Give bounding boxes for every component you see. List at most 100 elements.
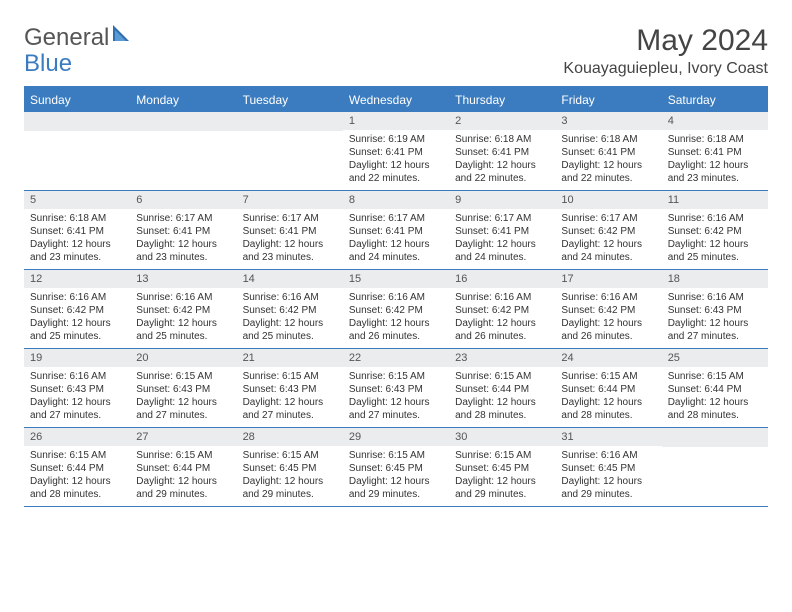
day-cell: 10Sunrise: 6:17 AMSunset: 6:42 PMDayligh… bbox=[555, 191, 661, 269]
day-cell: 3Sunrise: 6:18 AMSunset: 6:41 PMDaylight… bbox=[555, 112, 661, 190]
sunrise-text: Sunrise: 6:16 AM bbox=[30, 291, 124, 304]
daylight-text: Daylight: 12 hours bbox=[455, 317, 549, 330]
sunset-text: Sunset: 6:44 PM bbox=[455, 383, 549, 396]
day-cell: 8Sunrise: 6:17 AMSunset: 6:41 PMDaylight… bbox=[343, 191, 449, 269]
day-cell: 2Sunrise: 6:18 AMSunset: 6:41 PMDaylight… bbox=[449, 112, 555, 190]
daylight-text: and 27 minutes. bbox=[668, 330, 762, 343]
day-body: Sunrise: 6:16 AMSunset: 6:42 PMDaylight:… bbox=[343, 288, 449, 347]
day-number: . bbox=[24, 112, 130, 131]
daylight-text: Daylight: 12 hours bbox=[349, 396, 443, 409]
day-body: Sunrise: 6:18 AMSunset: 6:41 PMDaylight:… bbox=[555, 130, 661, 189]
daylight-text: Daylight: 12 hours bbox=[455, 475, 549, 488]
day-number: 26 bbox=[24, 428, 130, 446]
sunset-text: Sunset: 6:41 PM bbox=[455, 146, 549, 159]
day-body: Sunrise: 6:16 AMSunset: 6:43 PMDaylight:… bbox=[662, 288, 768, 347]
daylight-text: Daylight: 12 hours bbox=[30, 317, 124, 330]
daylight-text: and 26 minutes. bbox=[561, 330, 655, 343]
sunrise-text: Sunrise: 6:16 AM bbox=[136, 291, 230, 304]
calendar: Sunday Monday Tuesday Wednesday Thursday… bbox=[24, 86, 768, 507]
sunrise-text: Sunrise: 6:18 AM bbox=[561, 133, 655, 146]
day-body: Sunrise: 6:15 AMSunset: 6:45 PMDaylight:… bbox=[449, 446, 555, 505]
daylight-text: and 23 minutes. bbox=[668, 172, 762, 185]
day-body: Sunrise: 6:15 AMSunset: 6:43 PMDaylight:… bbox=[237, 367, 343, 426]
daylight-text: and 28 minutes. bbox=[30, 488, 124, 501]
daylight-text: and 22 minutes. bbox=[349, 172, 443, 185]
daylight-text: and 23 minutes. bbox=[30, 251, 124, 264]
day-cell: 28Sunrise: 6:15 AMSunset: 6:45 PMDayligh… bbox=[237, 428, 343, 506]
dow-wednesday: Wednesday bbox=[343, 88, 449, 112]
daylight-text: Daylight: 12 hours bbox=[136, 475, 230, 488]
day-cell: . bbox=[237, 112, 343, 190]
day-cell: 14Sunrise: 6:16 AMSunset: 6:42 PMDayligh… bbox=[237, 270, 343, 348]
day-body: Sunrise: 6:18 AMSunset: 6:41 PMDaylight:… bbox=[449, 130, 555, 189]
sunset-text: Sunset: 6:41 PM bbox=[243, 225, 337, 238]
day-body: Sunrise: 6:19 AMSunset: 6:41 PMDaylight:… bbox=[343, 130, 449, 189]
day-cell: 23Sunrise: 6:15 AMSunset: 6:44 PMDayligh… bbox=[449, 349, 555, 427]
sunset-text: Sunset: 6:43 PM bbox=[243, 383, 337, 396]
daylight-text: Daylight: 12 hours bbox=[561, 396, 655, 409]
sunset-text: Sunset: 6:42 PM bbox=[243, 304, 337, 317]
day-body: Sunrise: 6:17 AMSunset: 6:41 PMDaylight:… bbox=[449, 209, 555, 268]
day-cell: . bbox=[130, 112, 236, 190]
daylight-text: and 29 minutes. bbox=[136, 488, 230, 501]
day-number: . bbox=[237, 112, 343, 131]
daylight-text: and 28 minutes. bbox=[668, 409, 762, 422]
logo-text-blue: Blue bbox=[24, 50, 72, 78]
day-number: 28 bbox=[237, 428, 343, 446]
sunset-text: Sunset: 6:41 PM bbox=[455, 225, 549, 238]
day-number: 22 bbox=[343, 349, 449, 367]
day-cell: 4Sunrise: 6:18 AMSunset: 6:41 PMDaylight… bbox=[662, 112, 768, 190]
day-body: Sunrise: 6:16 AMSunset: 6:42 PMDaylight:… bbox=[237, 288, 343, 347]
day-of-week-header: Sunday Monday Tuesday Wednesday Thursday… bbox=[24, 88, 768, 112]
day-cell: 22Sunrise: 6:15 AMSunset: 6:43 PMDayligh… bbox=[343, 349, 449, 427]
day-number: 24 bbox=[555, 349, 661, 367]
day-body: Sunrise: 6:15 AMSunset: 6:44 PMDaylight:… bbox=[662, 367, 768, 426]
sunset-text: Sunset: 6:42 PM bbox=[349, 304, 443, 317]
day-body: Sunrise: 6:16 AMSunset: 6:42 PMDaylight:… bbox=[130, 288, 236, 347]
day-cell: 19Sunrise: 6:16 AMSunset: 6:43 PMDayligh… bbox=[24, 349, 130, 427]
sunrise-text: Sunrise: 6:16 AM bbox=[243, 291, 337, 304]
daylight-text: Daylight: 12 hours bbox=[561, 475, 655, 488]
day-cell: 18Sunrise: 6:16 AMSunset: 6:43 PMDayligh… bbox=[662, 270, 768, 348]
day-body: Sunrise: 6:15 AMSunset: 6:44 PMDaylight:… bbox=[555, 367, 661, 426]
week-row: 5Sunrise: 6:18 AMSunset: 6:41 PMDaylight… bbox=[24, 191, 768, 270]
daylight-text: Daylight: 12 hours bbox=[561, 317, 655, 330]
sunset-text: Sunset: 6:41 PM bbox=[668, 146, 762, 159]
daylight-text: and 27 minutes. bbox=[349, 409, 443, 422]
sunrise-text: Sunrise: 6:15 AM bbox=[243, 370, 337, 383]
day-cell: 21Sunrise: 6:15 AMSunset: 6:43 PMDayligh… bbox=[237, 349, 343, 427]
daylight-text: Daylight: 12 hours bbox=[136, 317, 230, 330]
day-number: 9 bbox=[449, 191, 555, 209]
sunrise-text: Sunrise: 6:17 AM bbox=[349, 212, 443, 225]
title-block: May 2024 Kouayaguiepleu, Ivory Coast bbox=[563, 24, 768, 78]
daylight-text: and 27 minutes. bbox=[30, 409, 124, 422]
dow-monday: Monday bbox=[130, 88, 236, 112]
day-body: Sunrise: 6:16 AMSunset: 6:45 PMDaylight:… bbox=[555, 446, 661, 505]
sunset-text: Sunset: 6:45 PM bbox=[455, 462, 549, 475]
dow-thursday: Thursday bbox=[449, 88, 555, 112]
sunset-text: Sunset: 6:45 PM bbox=[561, 462, 655, 475]
daylight-text: Daylight: 12 hours bbox=[349, 159, 443, 172]
day-body: Sunrise: 6:17 AMSunset: 6:42 PMDaylight:… bbox=[555, 209, 661, 268]
sunset-text: Sunset: 6:43 PM bbox=[136, 383, 230, 396]
day-body: Sunrise: 6:16 AMSunset: 6:43 PMDaylight:… bbox=[24, 367, 130, 426]
daylight-text: Daylight: 12 hours bbox=[561, 238, 655, 251]
dow-friday: Friday bbox=[555, 88, 661, 112]
daylight-text: and 25 minutes. bbox=[668, 251, 762, 264]
day-number: . bbox=[130, 112, 236, 131]
week-row: 26Sunrise: 6:15 AMSunset: 6:44 PMDayligh… bbox=[24, 428, 768, 507]
sunrise-text: Sunrise: 6:15 AM bbox=[455, 449, 549, 462]
sunset-text: Sunset: 6:42 PM bbox=[30, 304, 124, 317]
day-cell: 12Sunrise: 6:16 AMSunset: 6:42 PMDayligh… bbox=[24, 270, 130, 348]
day-body: Sunrise: 6:15 AMSunset: 6:44 PMDaylight:… bbox=[130, 446, 236, 505]
month-title: May 2024 bbox=[563, 24, 768, 58]
day-number: 25 bbox=[662, 349, 768, 367]
day-cell: . bbox=[24, 112, 130, 190]
sunrise-text: Sunrise: 6:19 AM bbox=[349, 133, 443, 146]
day-body: Sunrise: 6:17 AMSunset: 6:41 PMDaylight:… bbox=[237, 209, 343, 268]
sunrise-text: Sunrise: 6:15 AM bbox=[136, 370, 230, 383]
sunrise-text: Sunrise: 6:17 AM bbox=[561, 212, 655, 225]
daylight-text: Daylight: 12 hours bbox=[243, 238, 337, 251]
day-number: 11 bbox=[662, 191, 768, 209]
sunset-text: Sunset: 6:42 PM bbox=[561, 225, 655, 238]
